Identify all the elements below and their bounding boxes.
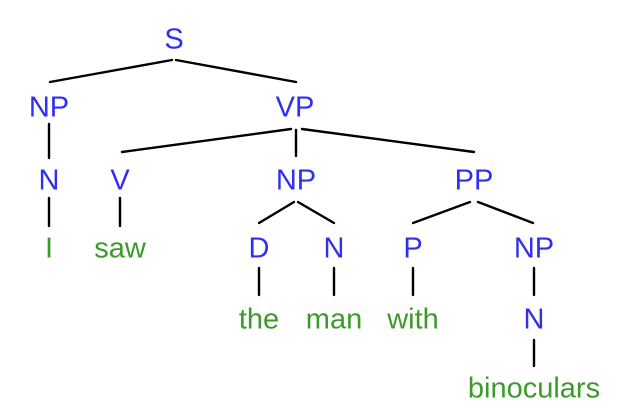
word-saw: saw <box>94 232 146 265</box>
node-n-object: N <box>323 232 345 265</box>
edge-s-np <box>48 58 174 84</box>
edge-vp-v <box>120 127 293 154</box>
edge-vp-pp <box>300 127 476 154</box>
edge-pp-p <box>411 200 472 225</box>
node-np-subject: NP <box>28 91 70 124</box>
node-s: S <box>164 23 184 56</box>
edge-pp-np <box>476 200 535 225</box>
word-man: man <box>305 303 363 336</box>
word-binoculars: binoculars <box>467 372 601 405</box>
node-vp: VP <box>275 91 315 124</box>
edge-np-n-object <box>296 200 336 225</box>
word-the: the <box>238 303 280 336</box>
node-n-subject: N <box>38 164 60 197</box>
edge-s-vp <box>174 58 298 84</box>
node-np-object: NP <box>275 164 317 197</box>
node-p: P <box>403 232 423 265</box>
node-v: V <box>110 164 130 197</box>
node-d: D <box>248 232 270 265</box>
node-n-pp: N <box>523 303 545 336</box>
word-with: with <box>387 303 439 336</box>
node-np-pp: NP <box>513 232 555 265</box>
node-pp: PP <box>454 164 494 197</box>
word-i: I <box>44 232 54 265</box>
edge-np-d <box>257 200 296 225</box>
